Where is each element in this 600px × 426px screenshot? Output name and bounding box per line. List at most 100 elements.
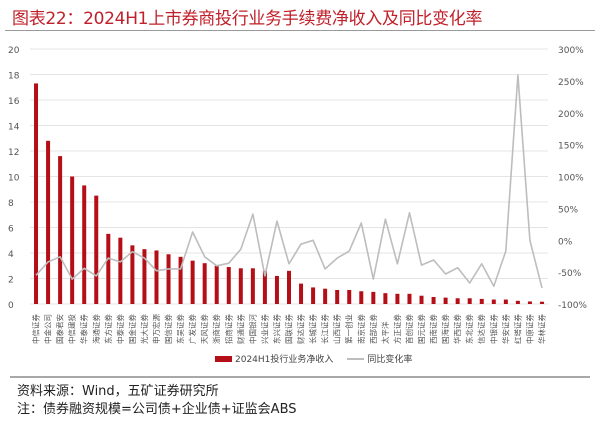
bar	[58, 156, 63, 304]
bar	[407, 293, 412, 304]
chart-title: 图表22：2024H1上市券商投行业务手续费净收入及同比变化率	[12, 9, 483, 29]
svg-text:8: 8	[8, 199, 14, 209]
bar-swatch-icon	[215, 355, 232, 362]
line-swatch-icon	[347, 357, 365, 360]
bar	[106, 233, 111, 304]
bar	[82, 185, 87, 304]
svg-text:中银证券: 中银证券	[488, 314, 498, 344]
footer-divider	[10, 376, 590, 378]
bar	[467, 298, 472, 304]
bar	[515, 300, 520, 304]
svg-text:国泰君安: 国泰君安	[55, 314, 65, 344]
svg-text:浙商证券: 浙商证券	[211, 314, 221, 344]
svg-text:海通证券: 海通证券	[91, 314, 101, 344]
svg-text:财达证券: 财达证券	[296, 314, 306, 344]
svg-text:首创证券: 首创证券	[404, 314, 414, 344]
bar	[359, 291, 364, 304]
bar	[383, 293, 388, 304]
bar	[154, 250, 159, 304]
svg-text:国联证券: 国联证券	[284, 314, 294, 344]
bar	[262, 270, 267, 304]
svg-text:中金公司: 中金公司	[43, 314, 53, 344]
bar	[190, 260, 195, 304]
bar	[431, 296, 436, 304]
bar	[238, 268, 243, 304]
svg-text:西南证券: 西南证券	[428, 314, 438, 344]
left-y-axis: 0 2 4 6 8 10 12 14 16 18 20	[8, 46, 20, 311]
svg-text:-50%: -50%	[558, 269, 582, 279]
bar	[539, 301, 544, 304]
svg-text:100%: 100%	[558, 174, 584, 184]
svg-text:华林证券: 华林证券	[536, 314, 546, 344]
svg-text:东兴证券: 东兴证券	[271, 314, 281, 344]
svg-text:华安证券: 华安证券	[500, 314, 510, 344]
legend-item-bar: 2024H1投行业务净收入	[215, 352, 333, 365]
svg-text:招商证券: 招商证券	[223, 314, 233, 344]
svg-text:太平洋: 太平洋	[380, 321, 390, 344]
svg-text:14: 14	[8, 123, 20, 133]
svg-text:10: 10	[8, 174, 20, 184]
svg-text:300%: 300%	[558, 46, 584, 56]
footer: 资料来源：Wind，五矿证券研究所 注：债券融资规模=公司债+企业债+证监会AB…	[17, 383, 297, 419]
bar	[166, 254, 171, 304]
svg-text:天风证券: 天风证券	[199, 314, 209, 344]
svg-text:广发证券: 广发证券	[187, 314, 197, 344]
bar	[214, 265, 219, 304]
bar	[347, 289, 352, 304]
svg-text:西部证券: 西部证券	[368, 314, 378, 344]
svg-text:东吴证券: 东吴证券	[175, 314, 185, 344]
yoy-line	[35, 74, 543, 289]
svg-text:南京证券: 南京证券	[356, 314, 366, 344]
title-divider	[5, 30, 595, 31]
combo-chart: 0 2 4 6 8 10 12 14 16 18 20 -100% -50% 0% 50% 100% 150%…	[8, 46, 587, 344]
svg-text:18: 18	[8, 72, 20, 82]
svg-text:东方证券: 东方证券	[103, 314, 113, 344]
bar	[491, 299, 496, 304]
svg-text:财通证券: 财通证券	[235, 314, 245, 344]
svg-text:申万宏源: 申万宏源	[151, 314, 161, 344]
right-y-axis: -100% -50% 0% 50% 100% 150% 200% 250% 300%	[558, 46, 587, 311]
bar	[70, 176, 75, 304]
svg-text:中信证券: 中信证券	[31, 314, 41, 344]
bar	[323, 288, 328, 304]
legend-item-line: 同比变化率	[347, 352, 412, 365]
svg-text:200%: 200%	[558, 110, 584, 120]
svg-text:2: 2	[8, 276, 14, 286]
svg-text:国信证券: 国信证券	[163, 314, 173, 344]
svg-text:16: 16	[8, 97, 20, 107]
bar	[299, 283, 304, 304]
svg-text:国金证券: 国金证券	[127, 314, 137, 344]
bar	[142, 249, 147, 304]
bar	[503, 299, 508, 304]
svg-text:4: 4	[8, 250, 14, 260]
svg-text:国元证券: 国元证券	[416, 314, 426, 344]
definition-note: 注：债券融资规模=公司债+企业债+证监会ABS	[17, 402, 297, 417]
bar	[46, 140, 51, 304]
svg-text:山西证券: 山西证券	[332, 314, 342, 344]
svg-text:20: 20	[8, 46, 20, 56]
bar	[527, 301, 532, 304]
svg-text:中原证券: 中原证券	[524, 314, 534, 344]
svg-text:华西证券: 华西证券	[452, 314, 462, 344]
bar	[118, 237, 123, 304]
bar	[178, 256, 183, 304]
svg-text:红塔证券: 红塔证券	[512, 314, 522, 344]
svg-text:150%: 150%	[558, 142, 584, 152]
svg-text:12: 12	[8, 148, 19, 158]
bar	[250, 268, 255, 304]
svg-text:光大证券: 光大证券	[139, 314, 149, 344]
svg-text:第一创业: 第一创业	[344, 314, 354, 344]
svg-text:50%: 50%	[558, 205, 578, 215]
bar	[130, 245, 135, 304]
bar	[335, 289, 340, 304]
svg-text:长城证券: 长城证券	[308, 314, 318, 344]
legend-bar-label: 2024H1投行业务净收入	[235, 355, 334, 365]
svg-text:兴业证券: 兴业证券	[259, 314, 269, 344]
bar	[226, 267, 231, 304]
bar	[274, 275, 279, 304]
bar-series	[34, 83, 544, 304]
x-axis-labels: 中信证券 中金公司 国泰君安 中信建投 华泰证券 海通证券 东方证券 中泰证券 国金证券 光大证券…	[31, 314, 547, 344]
svg-text:250%: 250%	[558, 78, 584, 88]
svg-text:华泰证券: 华泰证券	[79, 314, 89, 344]
legend-line-label: 同比变化率	[367, 355, 413, 365]
